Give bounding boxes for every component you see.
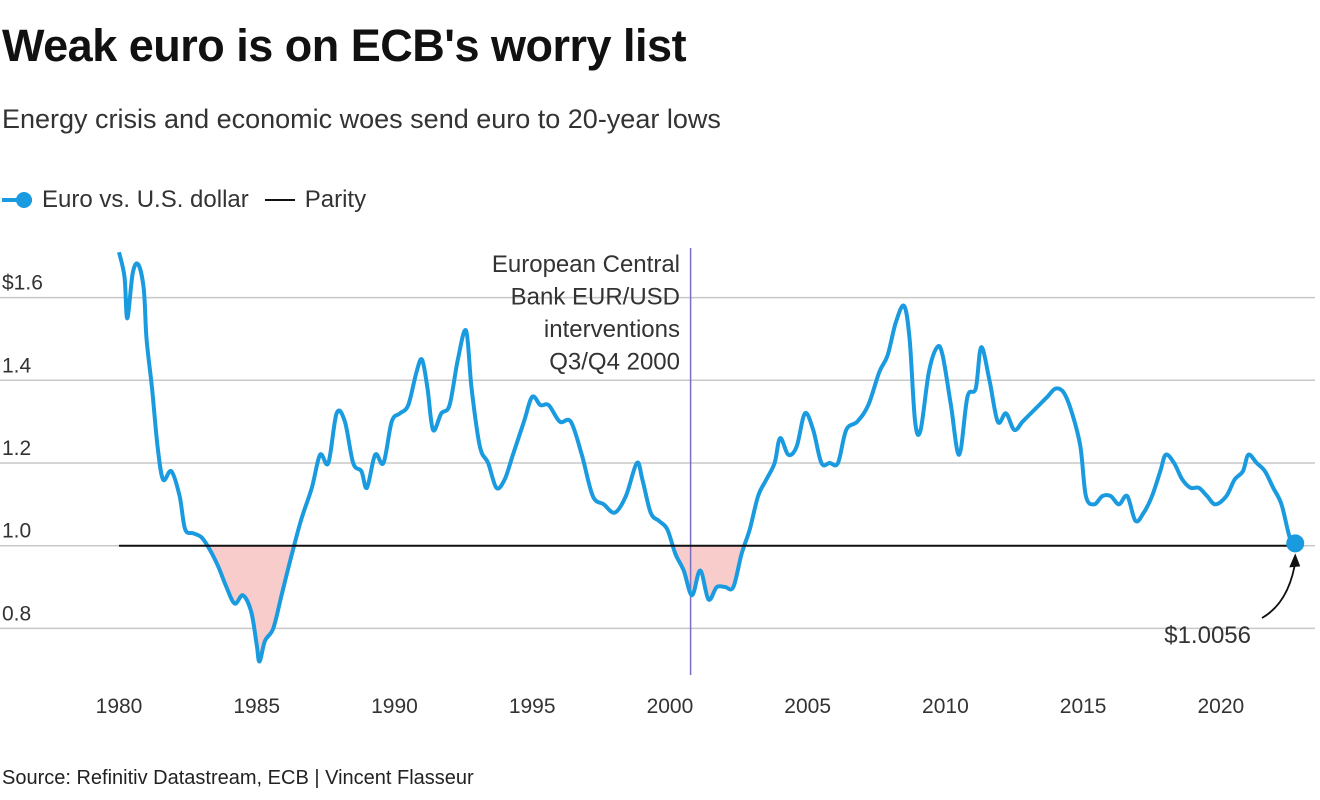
legend-label-euro: Euro vs. U.S. dollar [42, 186, 249, 213]
arrowhead-icon [1289, 553, 1301, 568]
last-value-dot [1286, 534, 1305, 553]
y-tick-label: 1.2 [2, 437, 31, 460]
line-chart: $1.6 1.4 1.2 1.0 0.8 1980 1985 1990 1995 2000 2005… [0, 248, 1315, 718]
euro-line-marker-icon [2, 190, 36, 210]
y-tick-label: 1.4 [2, 354, 32, 377]
x-tick-label: 1980 [96, 695, 143, 718]
x-tick-label: 2000 [647, 695, 694, 718]
source-credit: Source: Refinitiv Datastream, ECB | Vinc… [2, 767, 474, 789]
chart-title: Weak euro is on ECB's worry list [2, 20, 687, 71]
chart-subtitle: Energy crisis and economic woes send eur… [2, 104, 721, 134]
intervention-annotation-line: Bank EUR/USD [511, 284, 680, 311]
x-tick-label: 2005 [784, 695, 831, 718]
intervention-annotation-line: Q3/Q4 2000 [549, 349, 680, 376]
x-tick-label: 2010 [922, 695, 969, 718]
y-tick-label: 1.0 [2, 520, 31, 543]
last-value-label: $1.0056 [1164, 622, 1251, 649]
intervention-annotation-line: European Central [492, 251, 680, 278]
y-tick-label: 0.8 [2, 602, 31, 625]
intervention-annotation-line: interventions [544, 316, 680, 343]
x-tick-label: 1990 [371, 695, 418, 718]
x-tick-label: 2015 [1060, 695, 1107, 718]
legend-item-parity: Parity [264, 186, 367, 214]
parity-line-marker-icon [264, 190, 299, 210]
y-tick-label: $1.6 [2, 272, 43, 295]
x-tick-label: 2020 [1198, 695, 1245, 718]
series-line-euro [117, 251, 1297, 664]
legend-item-euro: Euro vs. U.S. dollar [2, 186, 249, 214]
x-tick-label: 1985 [233, 695, 280, 718]
legend-label-parity: Parity [304, 186, 367, 213]
x-tick-label: 1995 [509, 695, 556, 718]
legend: Euro vs. U.S. dollar Parity [2, 186, 382, 214]
